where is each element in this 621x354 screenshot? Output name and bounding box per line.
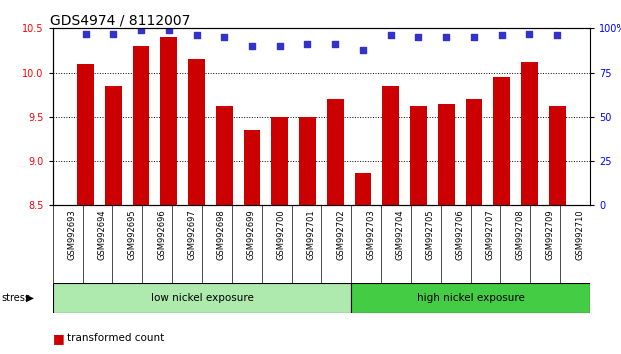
Text: GSM992705: GSM992705: [426, 209, 435, 260]
Point: [108, 31, 118, 36]
Bar: [271, 117, 288, 205]
Text: stress: stress: [1, 293, 30, 303]
Point: [497, 33, 507, 38]
Text: transformed count: transformed count: [67, 333, 165, 343]
Point: [136, 27, 146, 33]
Text: GSM992700: GSM992700: [276, 209, 286, 260]
Bar: [355, 173, 371, 205]
Point: [552, 33, 562, 38]
Point: [191, 33, 201, 38]
Bar: [410, 106, 427, 205]
Bar: [299, 117, 316, 205]
Text: GSM992693: GSM992693: [68, 209, 77, 260]
Point: [274, 43, 284, 49]
Text: ■: ■: [53, 332, 65, 344]
Point: [164, 27, 174, 33]
Point: [525, 31, 535, 36]
Bar: [105, 86, 122, 205]
Bar: [521, 62, 538, 205]
Text: GSM992709: GSM992709: [545, 209, 554, 260]
Bar: [351, 283, 590, 313]
Point: [469, 34, 479, 40]
Bar: [160, 37, 177, 205]
Bar: [133, 46, 149, 205]
Bar: [494, 77, 510, 205]
Bar: [53, 283, 351, 313]
Point: [247, 43, 257, 49]
Text: GSM992697: GSM992697: [187, 209, 196, 260]
Text: GSM992707: GSM992707: [486, 209, 494, 260]
Bar: [327, 99, 343, 205]
Point: [358, 47, 368, 52]
Point: [386, 33, 396, 38]
Point: [330, 41, 340, 47]
Point: [414, 34, 424, 40]
Text: GSM992704: GSM992704: [396, 209, 405, 260]
Text: high nickel exposure: high nickel exposure: [417, 293, 525, 303]
Bar: [77, 64, 94, 205]
Text: GSM992694: GSM992694: [97, 209, 107, 260]
Point: [219, 34, 229, 40]
Text: GSM992708: GSM992708: [515, 209, 524, 260]
Text: GSM992701: GSM992701: [306, 209, 315, 260]
Bar: [549, 106, 566, 205]
Bar: [188, 59, 205, 205]
Bar: [466, 99, 483, 205]
Bar: [216, 106, 233, 205]
Text: ▶: ▶: [26, 293, 34, 303]
Point: [442, 34, 451, 40]
Point: [302, 41, 312, 47]
Point: [81, 31, 91, 36]
Bar: [383, 86, 399, 205]
Text: ■: ■: [53, 353, 65, 354]
Text: GSM992703: GSM992703: [366, 209, 375, 260]
Text: GSM992696: GSM992696: [157, 209, 166, 260]
Text: low nickel exposure: low nickel exposure: [150, 293, 253, 303]
Bar: [243, 130, 260, 205]
Text: GSM992698: GSM992698: [217, 209, 226, 260]
Text: GSM992695: GSM992695: [127, 209, 137, 260]
Text: GSM992710: GSM992710: [575, 209, 584, 260]
Text: GSM992699: GSM992699: [247, 209, 256, 260]
Text: GSM992706: GSM992706: [456, 209, 465, 260]
Text: GSM992702: GSM992702: [337, 209, 345, 260]
Text: GDS4974 / 8112007: GDS4974 / 8112007: [50, 13, 191, 27]
Bar: [438, 103, 455, 205]
